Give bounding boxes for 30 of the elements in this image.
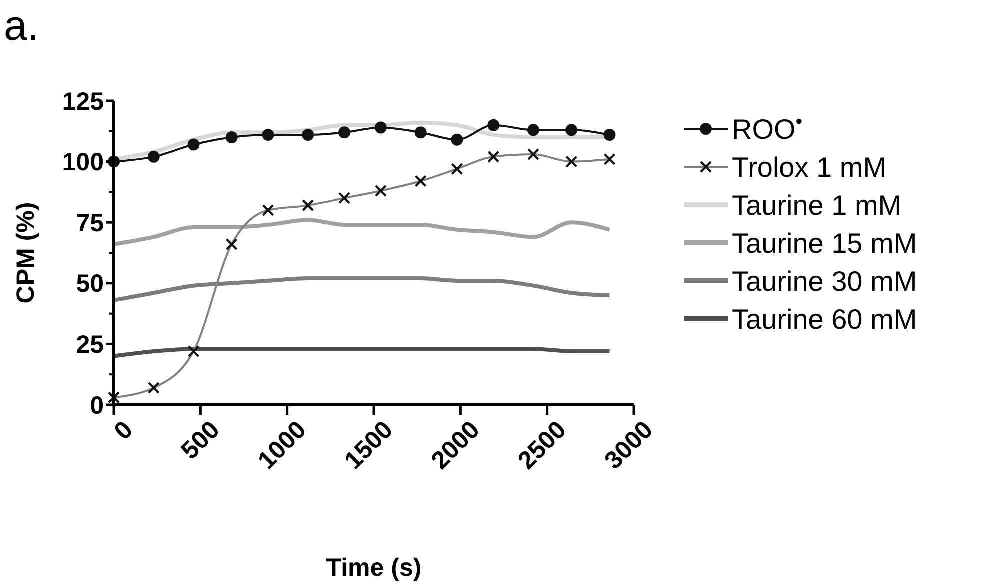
point bbox=[302, 129, 314, 142]
point bbox=[451, 134, 464, 146]
point bbox=[488, 119, 500, 132]
y-tick-label: 125 bbox=[62, 88, 104, 116]
point bbox=[226, 131, 238, 144]
x-tick-label: 500 bbox=[176, 416, 226, 466]
point bbox=[338, 126, 351, 139]
y-tick-label: 0 bbox=[90, 392, 104, 420]
legend-label: Taurine 15 mM bbox=[732, 228, 918, 259]
legend-label: Taurine 30 mM bbox=[732, 266, 918, 297]
point bbox=[188, 138, 200, 151]
point bbox=[527, 124, 540, 136]
point bbox=[262, 129, 274, 142]
point bbox=[414, 126, 427, 139]
point bbox=[374, 122, 387, 134]
x-tick-label: 0 bbox=[108, 416, 139, 446]
point bbox=[566, 124, 578, 136]
legend-label: Taurine 60 mM bbox=[732, 304, 918, 335]
legend-label: ROO$^{•}$ bbox=[732, 110, 803, 145]
y-tick-label: 75 bbox=[76, 209, 104, 238]
x-axis-title: Time (s) bbox=[326, 554, 422, 582]
y-tick-label: 50 bbox=[76, 270, 104, 298]
chart-title: a. bbox=[4, 2, 40, 49]
point bbox=[148, 150, 160, 163]
legend-label: Trolox 1 mM bbox=[732, 152, 887, 183]
point bbox=[604, 129, 616, 142]
y-axis-title: CPM (%) bbox=[12, 202, 40, 304]
legend-label: Taurine 1 mM bbox=[732, 190, 902, 221]
y-tick-label: 25 bbox=[76, 330, 104, 359]
y-tick-label: 100 bbox=[62, 148, 104, 177]
